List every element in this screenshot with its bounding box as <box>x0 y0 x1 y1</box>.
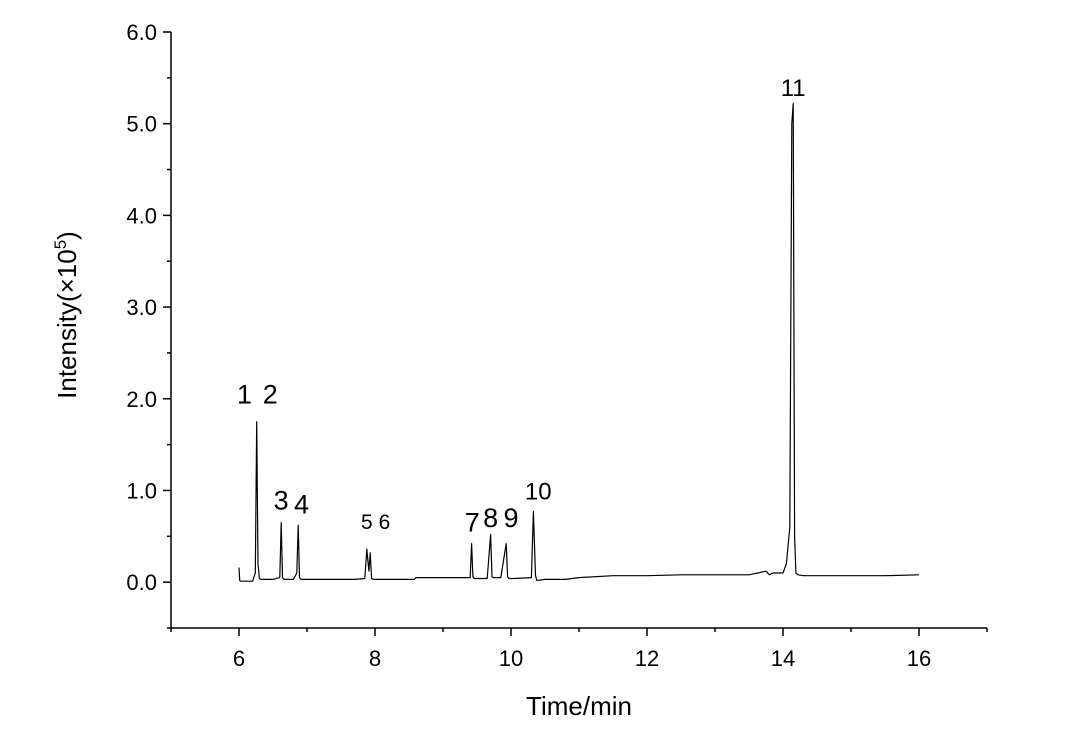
y-tick-label: 3.0 <box>126 295 157 320</box>
axes <box>170 32 987 629</box>
peak-label: 10 <box>525 479 552 506</box>
x-tick-label: 14 <box>771 646 795 671</box>
x-tick-label: 8 <box>369 646 381 671</box>
y-tick-label: 2.0 <box>126 387 157 412</box>
x-tick-label: 6 <box>233 646 245 671</box>
y-tick-label: 1.0 <box>126 478 157 503</box>
peak-label: 9 <box>503 503 518 533</box>
y-axis-label: Intensity(×105) <box>51 231 82 399</box>
peak-label: 6 <box>379 511 391 534</box>
peak-label: 5 <box>361 511 373 534</box>
y-axis-label-main: Intensity(×10 <box>52 249 82 399</box>
y-tick-label: 5.0 <box>126 112 157 137</box>
x-ticks: 6 8 10 12 14 16 <box>170 628 988 671</box>
peak-label: 2 <box>263 379 278 409</box>
peak-label: 11 <box>781 75 806 102</box>
y-tick-label: 4.0 <box>126 203 157 228</box>
y-axis-label-close: ) <box>52 231 82 240</box>
x-tick-label: 12 <box>635 646 659 671</box>
y-tick-label: 0.0 <box>126 570 157 595</box>
peak-label: 7 <box>465 508 480 538</box>
y-axis-label-superscript: 5 <box>51 240 70 249</box>
peak-label: 8 <box>483 503 498 533</box>
series-line <box>238 102 920 582</box>
x-tick-label: 10 <box>499 646 523 671</box>
peak-label: 4 <box>294 489 309 519</box>
x-axis-label: Time/min <box>526 691 632 721</box>
peak-label: 3 <box>274 486 289 516</box>
y-ticks: 0.0 1.0 2.0 3.0 4.0 5.0 6.0 <box>126 20 171 629</box>
peak-label: 1 <box>237 379 252 409</box>
x-tick-label: 16 <box>907 646 931 671</box>
y-tick-label: 6.0 <box>126 20 157 45</box>
series-layer <box>238 102 920 582</box>
peak-annotations: 1 2 3 4 5 6 7 8 9 10 11 <box>237 75 806 538</box>
